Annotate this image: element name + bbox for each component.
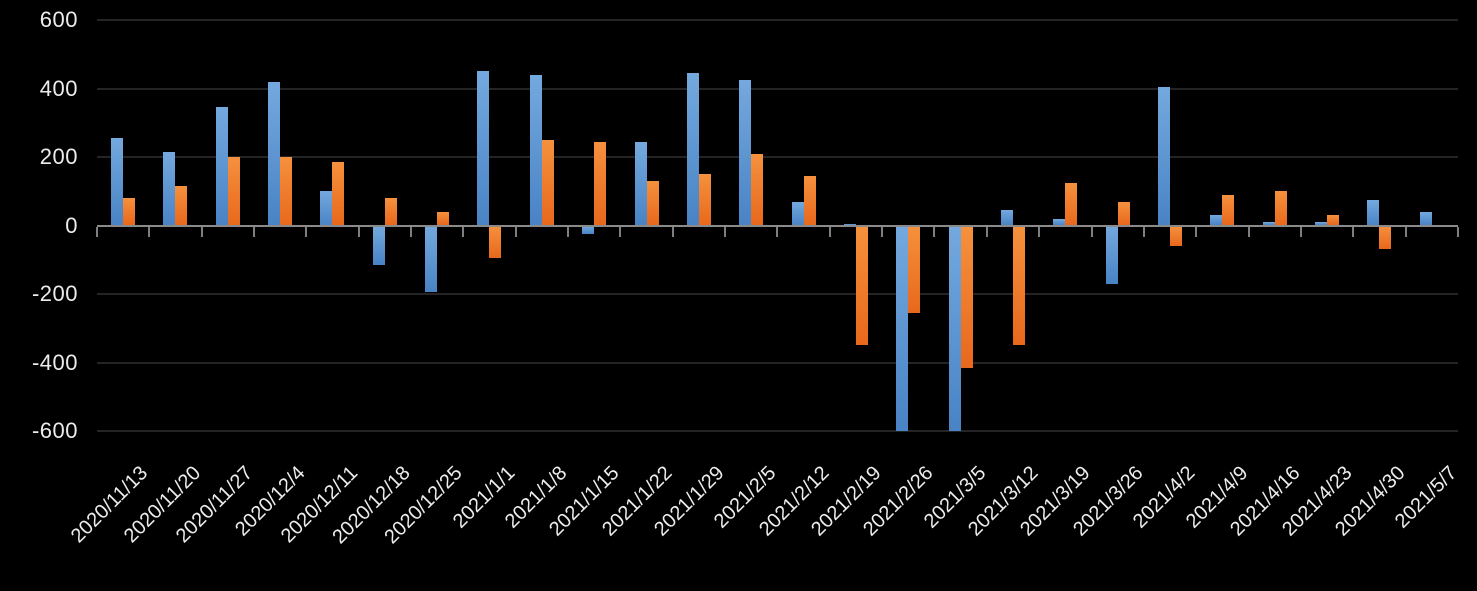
bar-orange-2021/4/9[interactable] (1222, 194, 1235, 226)
y-axis-tick-label: 600 (39, 7, 78, 32)
y-axis-tick-label: 200 (39, 144, 78, 169)
bar-blue-2021/5/7[interactable] (1419, 211, 1432, 226)
bar-orange-2021/1/1[interactable] (489, 225, 502, 259)
x-axis-tick (95, 226, 98, 237)
y-axis-tick-label: 0 (65, 212, 78, 238)
x-axis-tick (776, 226, 779, 237)
bar-orange-2020/12/11[interactable] (332, 162, 345, 226)
bar-blue-2020/12/18[interactable] (372, 225, 385, 265)
bar-orange-2021/3/12[interactable] (1012, 225, 1025, 346)
gridline-y--600 (96, 430, 1458, 432)
y-axis-tick-label: -200 (31, 281, 78, 306)
gridline-y-200 (96, 156, 1458, 158)
bar-blue-2021/1/8[interactable] (529, 74, 542, 226)
y-axis-tick-label: -400 (31, 349, 78, 375)
bar-orange-2021/1/8[interactable] (541, 139, 554, 226)
bar-blue-2020/12/11[interactable] (320, 191, 333, 226)
x-axis-tick (514, 226, 517, 237)
bar-orange-2020/12/18[interactable] (384, 198, 397, 226)
x-axis-tick (1142, 226, 1145, 237)
bar-blue-2021/1/29[interactable] (686, 73, 699, 226)
x-axis-tick (566, 226, 569, 237)
bar-blue-2021/4/16[interactable] (1262, 222, 1275, 226)
bar-orange-2021/2/12[interactable] (803, 175, 816, 226)
bar-orange-2021/2/26[interactable] (908, 225, 921, 313)
bar-blue-2020/11/27[interactable] (215, 107, 228, 226)
x-axis-tick (409, 226, 412, 237)
x-axis-tick (1299, 226, 1302, 237)
x-axis-tick (1404, 226, 1407, 237)
bar-orange-2021/2/5[interactable] (751, 153, 764, 226)
bar-blue-2021/1/1[interactable] (477, 71, 490, 226)
x-axis-tick (724, 226, 727, 237)
bar-blue-2021/2/12[interactable] (791, 201, 804, 226)
gridline-y--200 (96, 293, 1458, 295)
bar-orange-2021/1/15[interactable] (594, 141, 607, 226)
bar-orange-2020/11/13[interactable] (122, 198, 135, 226)
x-axis-tick (1457, 226, 1459, 237)
x-axis-tick (462, 226, 465, 237)
y-axis-tick-label: 400 (39, 75, 78, 101)
x-axis-tick (1247, 226, 1250, 237)
x-axis-tick (1090, 226, 1093, 237)
bar-blue-2021/4/9[interactable] (1210, 215, 1223, 226)
bar-orange-2020/12/4[interactable] (280, 157, 293, 226)
bar-blue-2021/3/19[interactable] (1053, 218, 1066, 226)
x-axis-line (96, 224, 1458, 227)
y-axis-tick-label: -600 (31, 418, 78, 443)
bar-blue-2020/12/25[interactable] (425, 225, 438, 293)
gridline-y-400 (96, 87, 1458, 90)
bar-blue-2021/2/26[interactable] (896, 225, 909, 431)
x-axis-tick (985, 226, 988, 237)
bar-blue-2021/1/22[interactable] (634, 141, 647, 226)
bar-blue-2021/4/30[interactable] (1367, 199, 1380, 226)
bar-blue-2020/11/20[interactable] (163, 151, 176, 226)
bar-blue-2021/3/26[interactable] (1105, 225, 1118, 284)
gridline-y-600 (96, 19, 1458, 21)
bar-orange-2021/3/5[interactable] (960, 225, 973, 368)
bar-blue-2021/1/15[interactable] (582, 225, 595, 235)
bar-orange-2021/1/29[interactable] (698, 174, 711, 226)
x-axis-tick (200, 226, 203, 237)
bar-orange-2020/11/27[interactable] (227, 157, 240, 226)
bar-orange-2021/3/26[interactable] (1117, 201, 1130, 226)
x-axis-tick (1038, 226, 1041, 237)
bar-orange-2021/4/2[interactable] (1170, 225, 1183, 247)
bar-orange-2021/1/22[interactable] (646, 180, 659, 226)
bar-blue-2021/4/23[interactable] (1315, 222, 1328, 226)
bar-orange-2020/12/25[interactable] (437, 211, 450, 226)
bar-orange-2021/4/30[interactable] (1379, 225, 1392, 250)
bar-blue-2021/3/5[interactable] (948, 225, 961, 431)
bar-orange-2020/11/20[interactable] (175, 186, 188, 226)
bar-blue-2021/2/5[interactable] (739, 79, 752, 226)
bar-blue-2020/11/13[interactable] (110, 138, 123, 226)
x-axis-tick (357, 226, 360, 237)
x-axis-tick (881, 226, 884, 237)
bar-orange-2021/4/16[interactable] (1274, 191, 1287, 226)
bar-blue-2020/12/4[interactable] (268, 81, 281, 226)
x-axis-tick (148, 226, 151, 237)
x-axis-tick (828, 226, 831, 237)
bar-blue-2021/3/12[interactable] (1000, 210, 1013, 226)
x-axis-tick (1352, 226, 1355, 237)
x-axis-tick (1195, 226, 1198, 237)
bar-orange-2021/3/19[interactable] (1065, 182, 1078, 226)
x-axis-tick (305, 226, 308, 237)
x-axis-tick (252, 226, 255, 237)
bar-orange-2021/2/19[interactable] (855, 225, 868, 346)
x-axis-tick (671, 226, 674, 237)
x-axis-tick (619, 226, 622, 237)
bar-blue-2021/4/2[interactable] (1158, 86, 1171, 226)
x-axis-tick (933, 226, 936, 237)
gridline-y--400 (96, 361, 1458, 364)
bar-orange-2021/4/23[interactable] (1327, 215, 1340, 226)
